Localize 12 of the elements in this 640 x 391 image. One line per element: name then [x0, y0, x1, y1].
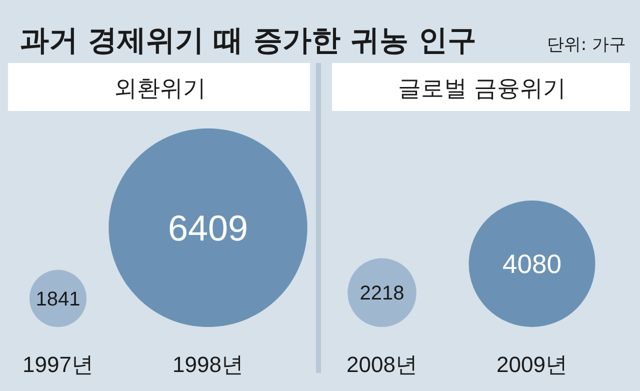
text: 과거 경제위기 때 증가한 귀농 인구	[20, 23, 476, 57]
category-label: 2008년	[346, 352, 418, 377]
text: 글로벌 금융위기	[398, 76, 566, 102]
category-label: 1998년	[172, 352, 244, 377]
data-label: 1841	[36, 288, 80, 310]
category-label: 1997년	[22, 352, 94, 377]
data-label: 4080	[502, 249, 562, 280]
text: 단위: 가구	[546, 35, 626, 55]
data-label: 2218	[360, 282, 404, 305]
text: 외환위기	[114, 76, 206, 102]
category-label: 2009년	[496, 352, 568, 377]
data-label: 6409	[168, 207, 248, 248]
